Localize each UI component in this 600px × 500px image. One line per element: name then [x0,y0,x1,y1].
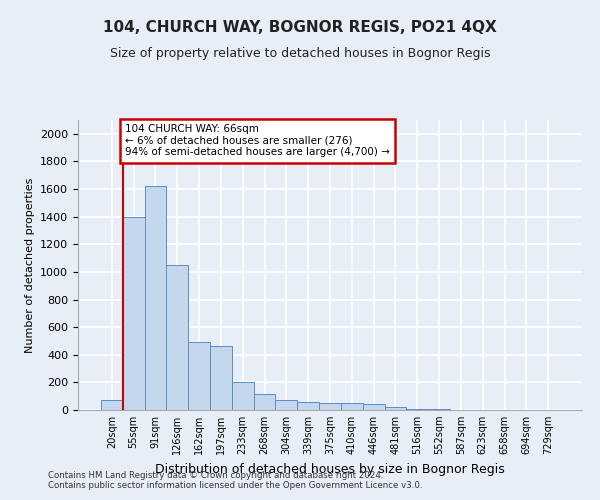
Bar [254,394,275,410]
Bar [145,186,166,410]
Y-axis label: Number of detached properties: Number of detached properties [25,178,35,352]
Bar [385,406,406,410]
Text: Contains public sector information licensed under the Open Government Licence v3: Contains public sector information licen… [48,480,422,490]
Bar [101,400,123,410]
Bar [297,402,319,410]
Bar [406,408,428,410]
Text: Size of property relative to detached houses in Bognor Regis: Size of property relative to detached ho… [110,48,490,60]
Text: 104 CHURCH WAY: 66sqm
← 6% of detached houses are smaller (276)
94% of semi-deta: 104 CHURCH WAY: 66sqm ← 6% of detached h… [125,124,390,158]
Bar [188,342,210,410]
Bar [232,382,254,410]
Text: 104, CHURCH WAY, BOGNOR REGIS, PO21 4QX: 104, CHURCH WAY, BOGNOR REGIS, PO21 4QX [103,20,497,35]
Bar [123,216,145,410]
Text: Contains HM Land Registry data © Crown copyright and database right 2024.: Contains HM Land Registry data © Crown c… [48,470,383,480]
Bar [341,403,363,410]
Bar [166,265,188,410]
Bar [363,404,385,410]
Bar [210,346,232,410]
Bar [275,400,297,410]
Bar [319,403,341,410]
X-axis label: Distribution of detached houses by size in Bognor Regis: Distribution of detached houses by size … [155,462,505,475]
